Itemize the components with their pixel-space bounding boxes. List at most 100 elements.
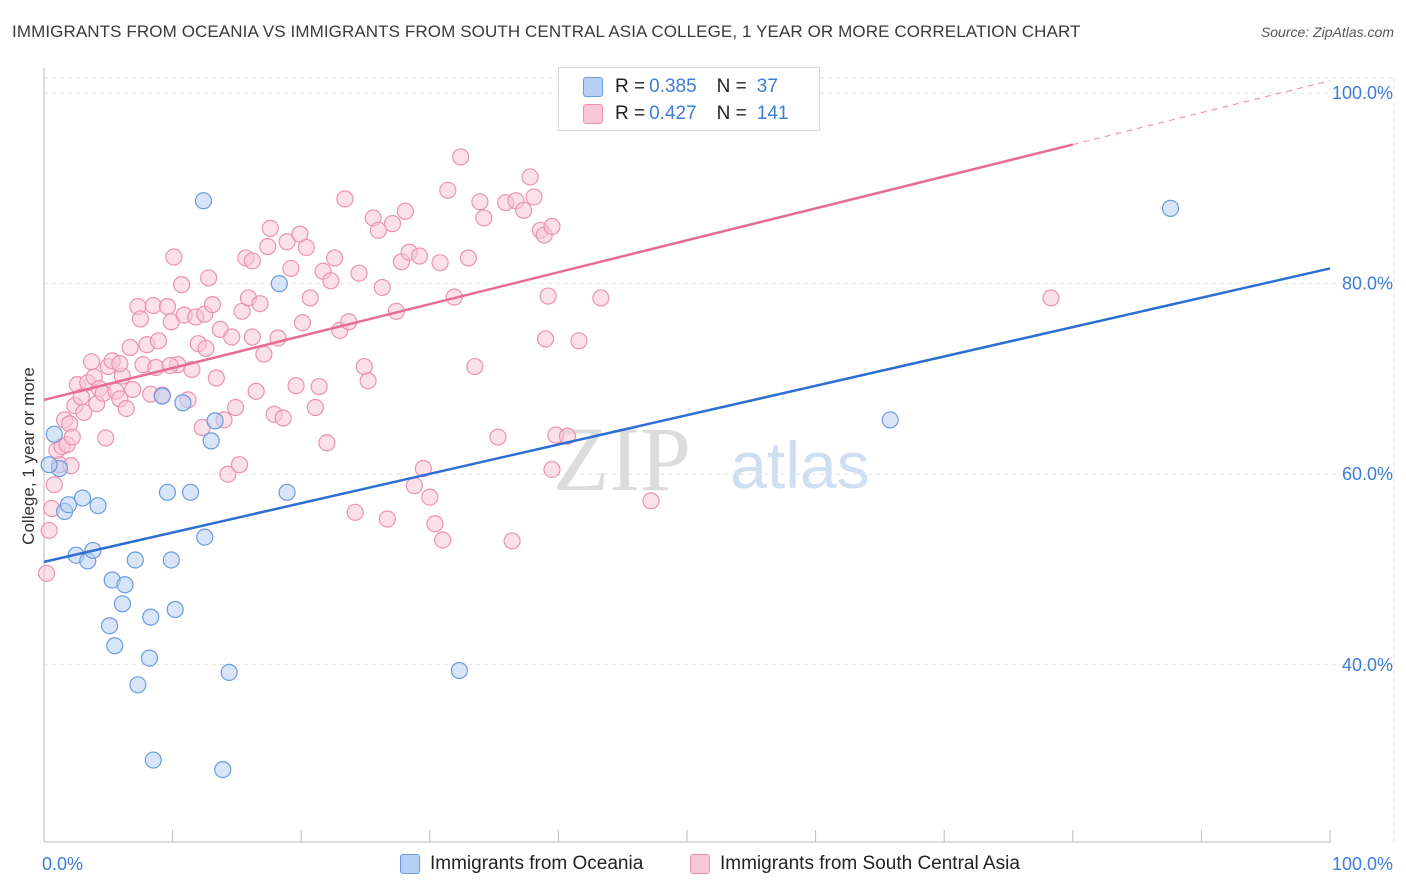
legend-r-label: R = bbox=[615, 76, 646, 97]
source-label: Source: ZipAtlas.com bbox=[1260, 24, 1394, 40]
oceania-point bbox=[162, 551, 180, 569]
oceania-point bbox=[40, 456, 58, 474]
y-tick-label: 100.0% bbox=[1332, 83, 1393, 103]
sca-point bbox=[434, 531, 452, 549]
sca-point bbox=[570, 332, 588, 350]
sca-point bbox=[230, 456, 249, 474]
bottom-legend-label-south-central-asia: Immigrants from South Central Asia bbox=[720, 853, 1020, 874]
sca-point bbox=[243, 252, 261, 270]
legend-r-value: 0.427 bbox=[649, 103, 697, 124]
watermark: ZIP atlas bbox=[553, 408, 870, 510]
sca-point bbox=[355, 357, 373, 376]
bottom-legend-oceania: Immigrants from Oceania bbox=[400, 852, 643, 876]
sca-point bbox=[471, 193, 489, 211]
axes bbox=[43, 68, 1331, 843]
oceania-point bbox=[450, 661, 468, 680]
sca-point bbox=[173, 276, 191, 294]
bottom-legend-south-central-asia: Immigrants from South Central Asia bbox=[690, 852, 1020, 876]
sca-point bbox=[282, 259, 300, 278]
y-tick-label: 80.0% bbox=[1342, 274, 1393, 294]
sca-point bbox=[207, 369, 225, 387]
sca-point bbox=[378, 510, 396, 528]
legend-r-label: R = bbox=[615, 103, 646, 124]
sca-point bbox=[301, 289, 319, 307]
sca-point bbox=[243, 328, 261, 346]
oceania-point bbox=[881, 411, 899, 429]
sca-point bbox=[251, 295, 269, 313]
oceania-point bbox=[182, 483, 200, 501]
oceania-point bbox=[89, 497, 107, 515]
bottom-legend-swatch-south-central-asia bbox=[690, 854, 710, 874]
oceania-point bbox=[142, 608, 160, 626]
sca-point bbox=[306, 398, 324, 417]
y-tick-label: 40.0% bbox=[1342, 655, 1393, 675]
sca-point bbox=[322, 272, 340, 290]
chart-title: IMMIGRANTS FROM OCEANIA VS IMMIGRANTS FR… bbox=[12, 22, 1081, 41]
sca-point bbox=[121, 338, 139, 357]
oceania-point bbox=[73, 489, 92, 507]
watermark-zip: ZIP bbox=[553, 408, 691, 510]
sca-point bbox=[318, 434, 336, 452]
sca-point bbox=[336, 190, 354, 208]
y-axis-label: College, 1 year or more bbox=[19, 367, 38, 545]
sca-point bbox=[536, 330, 555, 348]
sca-point bbox=[421, 488, 439, 506]
legend-n-value: 37 bbox=[756, 76, 778, 97]
legend-n-label: N = bbox=[716, 103, 747, 124]
sca-point bbox=[515, 201, 533, 219]
oceania-point bbox=[214, 760, 232, 779]
sca-point bbox=[40, 521, 58, 540]
oceania-point bbox=[220, 663, 238, 682]
sca-point bbox=[1042, 289, 1060, 307]
oceania-point bbox=[270, 275, 288, 293]
sca-point bbox=[543, 460, 561, 479]
sca-point bbox=[558, 427, 577, 445]
sca-point bbox=[293, 314, 312, 332]
sca-point bbox=[525, 188, 543, 206]
oceania-point bbox=[100, 617, 119, 635]
oceania-trend-line bbox=[43, 267, 1331, 564]
sca-point bbox=[359, 372, 377, 390]
oceania-point bbox=[166, 600, 184, 619]
bottom-legend-swatch-oceania bbox=[400, 854, 420, 874]
sca-point bbox=[203, 296, 222, 314]
bottom-legend-label-oceania: Immigrants from Oceania bbox=[430, 853, 644, 874]
sca-point bbox=[310, 377, 328, 396]
sca-point bbox=[439, 181, 457, 199]
sca-point bbox=[459, 249, 477, 267]
oceania-point bbox=[202, 432, 220, 450]
sca-point bbox=[539, 287, 557, 305]
legend-swatch-oceania bbox=[583, 77, 603, 97]
sca-point bbox=[410, 247, 429, 265]
sca-trend-line bbox=[43, 143, 1074, 402]
sca-point bbox=[131, 310, 150, 328]
oceania-point bbox=[59, 496, 78, 514]
sca-point bbox=[426, 515, 444, 533]
sca-point bbox=[124, 380, 142, 399]
legend-n-label: N = bbox=[716, 76, 747, 97]
oceania-point bbox=[153, 387, 171, 405]
sca-point bbox=[431, 254, 449, 272]
x-tick-label: 100.0% bbox=[1332, 854, 1393, 874]
sca-point bbox=[369, 221, 387, 239]
sca-point bbox=[326, 249, 344, 267]
oceania-point bbox=[45, 425, 63, 443]
sca-point bbox=[383, 215, 402, 233]
sca-point bbox=[158, 297, 177, 316]
sca-point bbox=[255, 345, 273, 363]
oceania-point bbox=[116, 576, 134, 594]
sca-point bbox=[452, 148, 470, 166]
sca-point bbox=[373, 278, 391, 297]
sca-point bbox=[227, 398, 245, 417]
sca-point bbox=[200, 269, 218, 287]
oceania-point bbox=[1161, 199, 1180, 217]
sca-point bbox=[261, 219, 279, 237]
legend-swatch-south-central-asia bbox=[583, 104, 603, 124]
sca-point bbox=[45, 476, 63, 494]
oceania-point bbox=[126, 551, 144, 569]
legend-row-south-central-asia: R = 0.427 N = 141 bbox=[583, 100, 788, 128]
sca-point bbox=[278, 233, 296, 251]
legend-r-value: 0.385 bbox=[649, 76, 697, 97]
sca-point bbox=[592, 289, 610, 307]
